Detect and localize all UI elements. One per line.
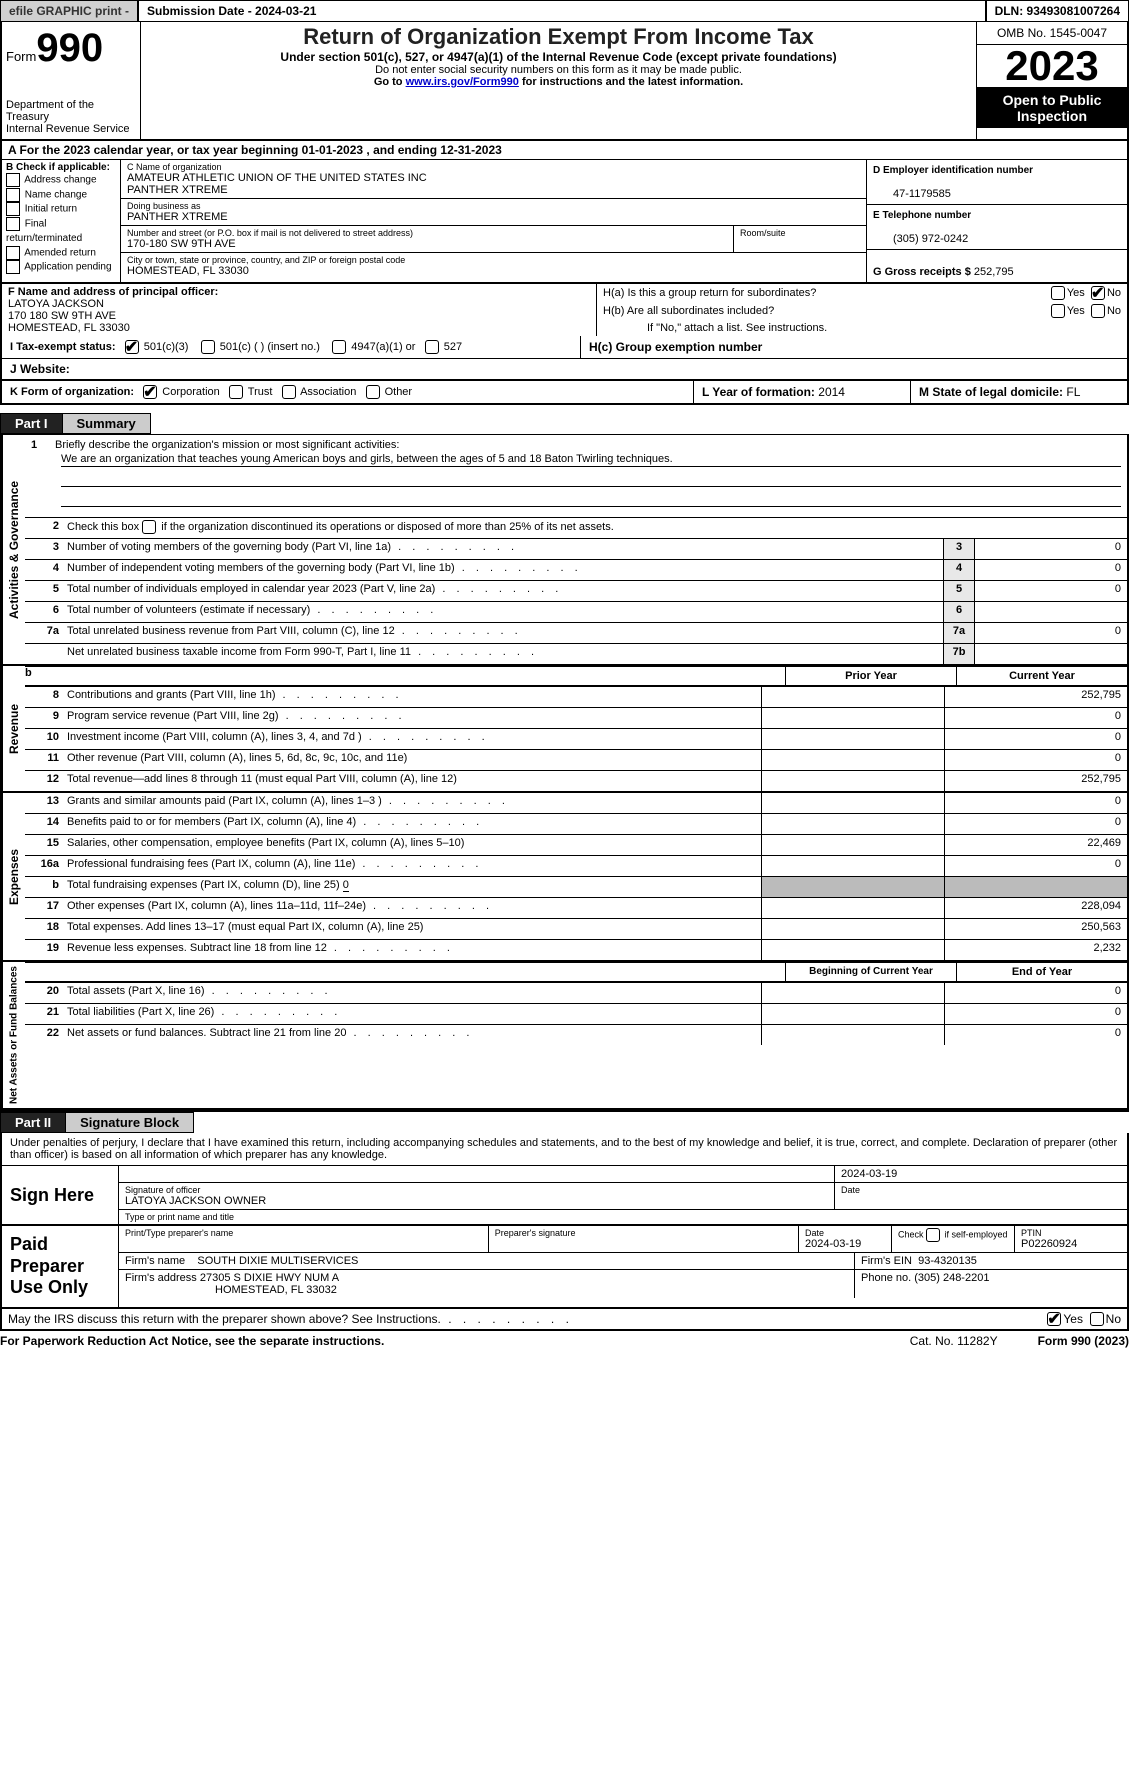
checkbox-4947[interactable] [332, 340, 346, 354]
checkbox-association[interactable] [282, 385, 296, 399]
checkbox-trust[interactable] [229, 385, 243, 399]
klm-row: K Form of organization: Corporation Trus… [0, 380, 1129, 405]
revenue-section: Revenue b Prior YearCurrent Year 8Contri… [0, 666, 1129, 793]
room-suite: Room/suite [734, 226, 866, 252]
open-inspection-badge: Open to Public Inspection [977, 88, 1127, 128]
group-exemption-row: H(c) Group exemption number [580, 336, 1127, 358]
mission-block: 1Briefly describe the organization's mis… [25, 435, 1127, 517]
dba-row: Doing business as PANTHER XTREME [121, 199, 866, 226]
submission-date: Submission Date - 2024-03-21 [139, 1, 987, 21]
part-i-header: Part I Summary [0, 413, 1129, 434]
checkbox-amended-return[interactable] [6, 246, 20, 260]
subordinates-row: H(b) Are all subordinates included? Yes … [597, 302, 1127, 320]
discuss-with-preparer-row: May the IRS discuss this return with the… [0, 1309, 1129, 1331]
tax-status-hc-row: I Tax-exempt status: 501(c)(3) 501(c) ( … [0, 336, 1129, 359]
checkbox-application-pending[interactable] [6, 260, 20, 274]
form-header: Form990 Department of the Treasury Inter… [0, 22, 1129, 141]
tax-period-row: A For the 2023 calendar year, or tax yea… [0, 141, 1129, 160]
instructions-link-row: Go to www.irs.gov/Form990 for instructio… [145, 76, 972, 88]
officer-group-block: F Name and address of principal officer:… [0, 284, 1129, 336]
paid-preparer-label: Paid Preparer Use Only [2, 1226, 118, 1307]
checkbox-hb-no[interactable] [1091, 304, 1105, 318]
checkbox-discontinued[interactable] [142, 520, 156, 534]
checkbox-ha-no[interactable] [1091, 286, 1105, 300]
side-label-revenue: Revenue [2, 666, 25, 791]
part-ii-header: Part II Signature Block [0, 1110, 1129, 1133]
checkbox-527[interactable] [425, 340, 439, 354]
street-row: Number and street (or P.O. box if mail i… [121, 226, 734, 252]
checkbox-501c3[interactable] [125, 340, 139, 354]
prior-current-header: b Prior YearCurrent Year [25, 666, 1127, 686]
side-label-net-assets: Net Assets or Fund Balances [2, 962, 25, 1108]
ein-row: D Employer identification number 47-1179… [867, 160, 1127, 205]
checkbox-other-org[interactable] [366, 385, 380, 399]
checkbox-self-employed[interactable] [926, 1228, 940, 1242]
group-return-row: H(a) Is this a group return for subordin… [597, 284, 1127, 302]
line-16b: Total fundraising expenses (Part IX, col… [63, 877, 761, 897]
dln-number: DLN: 93493081007264 [987, 1, 1128, 21]
self-employed-cell: Check if self-employed [892, 1226, 1015, 1252]
net-assets-section: Net Assets or Fund Balances Beginning of… [0, 962, 1129, 1110]
checkbox-discuss-no[interactable] [1090, 1312, 1104, 1326]
checkbox-hb-yes[interactable] [1051, 304, 1065, 318]
sign-here-label: Sign Here [2, 1166, 118, 1224]
checkbox-corporation[interactable] [143, 385, 157, 399]
checkbox-501c[interactable] [201, 340, 215, 354]
governance-section: Activities & Governance 1Briefly describ… [0, 434, 1129, 666]
city-row: City or town, state or province, country… [121, 253, 866, 279]
org-name-row: C Name of organization AMATEUR ATHLETIC … [121, 160, 866, 199]
form-number: Form990 [6, 26, 136, 71]
officer-signature-cell: Signature of officer LATOYA JACKSON OWNE… [119, 1183, 835, 1209]
entity-block: B Check if applicable: Address change Na… [0, 160, 1129, 284]
sign-here-block: Sign Here 2024-03-19 Signature of office… [0, 1165, 1129, 1226]
checkbox-initial-return[interactable] [6, 202, 20, 216]
page-footer: For Paperwork Reduction Act Notice, see … [0, 1331, 1129, 1351]
checkbox-name-change[interactable] [6, 188, 20, 202]
paid-preparer-block: Paid Preparer Use Only Print/Type prepar… [0, 1226, 1129, 1309]
dept-treasury: Department of the Treasury Internal Reve… [6, 99, 136, 135]
form-title: Return of Organization Exempt From Incom… [145, 24, 972, 50]
hb-note: If "No," attach a list. See instructions… [597, 320, 1127, 336]
tax-year: 2023 [977, 45, 1127, 88]
expenses-section: Expenses 13Grants and similar amounts pa… [0, 793, 1129, 962]
perjury-declaration: Under penalties of perjury, I declare th… [0, 1133, 1129, 1165]
begin-end-header: Beginning of Current YearEnd of Year [25, 962, 1127, 982]
checkbox-final-return[interactable] [6, 217, 20, 231]
efile-print-button[interactable]: efile GRAPHIC print - [1, 1, 139, 21]
website-row: J Website: [0, 359, 1129, 380]
checkbox-discuss-yes[interactable] [1047, 1312, 1061, 1326]
principal-officer: F Name and address of principal officer:… [2, 284, 596, 336]
officer-sign-date: 2024-03-19 [835, 1166, 1127, 1182]
ssn-warning: Do not enter social security numbers on … [145, 64, 972, 76]
checkbox-ha-yes[interactable] [1051, 286, 1065, 300]
top-bar: efile GRAPHIC print - Submission Date - … [0, 0, 1129, 22]
firm-address-cell: Firm's address 27305 S DIXIE HWY NUM A H… [119, 1270, 855, 1298]
side-label-expenses: Expenses [2, 793, 25, 960]
checkbox-address-change[interactable] [6, 173, 20, 187]
gross-receipts-row: G Gross receipts $ 252,795 [867, 250, 1127, 282]
side-label-governance: Activities & Governance [2, 435, 25, 664]
subtitle-section: Under section 501(c), 527, or 4947(a)(1)… [145, 50, 972, 64]
phone-row: E Telephone number (305) 972-0242 [867, 205, 1127, 250]
box-b-checkboxes: B Check if applicable: Address change Na… [2, 160, 121, 282]
irs-link[interactable]: www.irs.gov/Form990 [406, 76, 519, 88]
